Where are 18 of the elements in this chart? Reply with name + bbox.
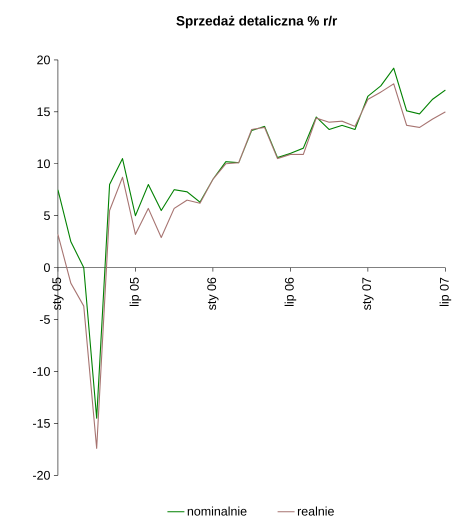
- x-tick-label: sty 05: [52, 278, 64, 310]
- legend-label: realnie: [298, 506, 334, 516]
- chart-title: Sprzedaż detaliczna % r/r: [176, 16, 337, 28]
- x-tick-label: sty 06: [207, 278, 218, 310]
- y-tick-label: -15: [32, 419, 50, 428]
- y-tick-label: -20: [32, 470, 50, 480]
- y-tick-label: 10: [37, 159, 50, 168]
- y-tick-label: 0: [44, 263, 50, 272]
- y-tick-label: 15: [37, 108, 50, 116]
- legend-label: nominalnie: [188, 506, 246, 516]
- y-tick-label: 5: [44, 211, 50, 220]
- y-tick-label: 20: [36, 56, 50, 64]
- y-tick-label: -10: [32, 367, 50, 376]
- y-tick-label: -5: [40, 315, 50, 324]
- x-tick-label: lip 06: [284, 278, 296, 306]
- x-tick-label: lip 05: [129, 278, 141, 306]
- x-tick-label: sty 07: [362, 278, 374, 310]
- x-tick-label: lip 07: [439, 278, 451, 306]
